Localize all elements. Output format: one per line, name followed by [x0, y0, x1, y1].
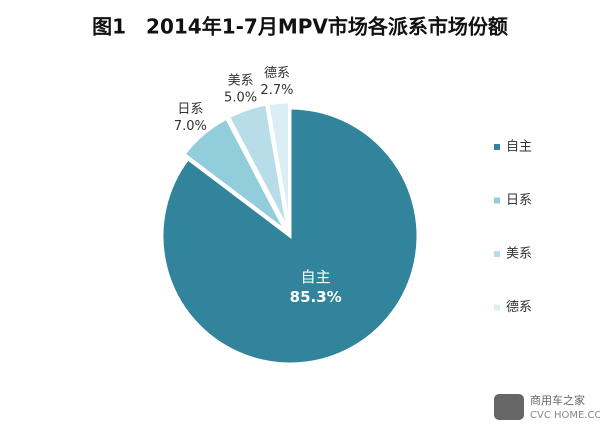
slice-label: 自主 [301, 268, 331, 286]
legend-marker [494, 144, 500, 150]
value-label: 5.0% [224, 91, 257, 106]
pie-slice [160, 106, 420, 366]
pie-slice [266, 100, 291, 231]
value-label: 2.7% [260, 83, 293, 98]
watermark-url: CVC HOME.COM [530, 410, 600, 421]
watermark-name: 商用车之家 [530, 393, 585, 407]
chart-title: 图1 2014年1-7月MPV市场各派系市场份额 [92, 15, 508, 39]
slice-label: 德系 [264, 66, 290, 81]
legend-marker [494, 197, 500, 204]
value-label: 85.3% [290, 288, 342, 306]
value-label: 7.0% [174, 119, 207, 134]
watermark-logo [494, 394, 524, 420]
legend-label: 自主 [506, 140, 532, 155]
legend-marker [494, 304, 500, 311]
pie-slice [181, 116, 288, 233]
legend-label: 德系 [506, 300, 532, 315]
legend-label: 日系 [506, 193, 532, 208]
slice-label: 日系 [177, 102, 203, 117]
slice-label: 美系 [228, 74, 254, 89]
legend-marker [494, 251, 500, 257]
legend-label: 美系 [506, 247, 532, 262]
